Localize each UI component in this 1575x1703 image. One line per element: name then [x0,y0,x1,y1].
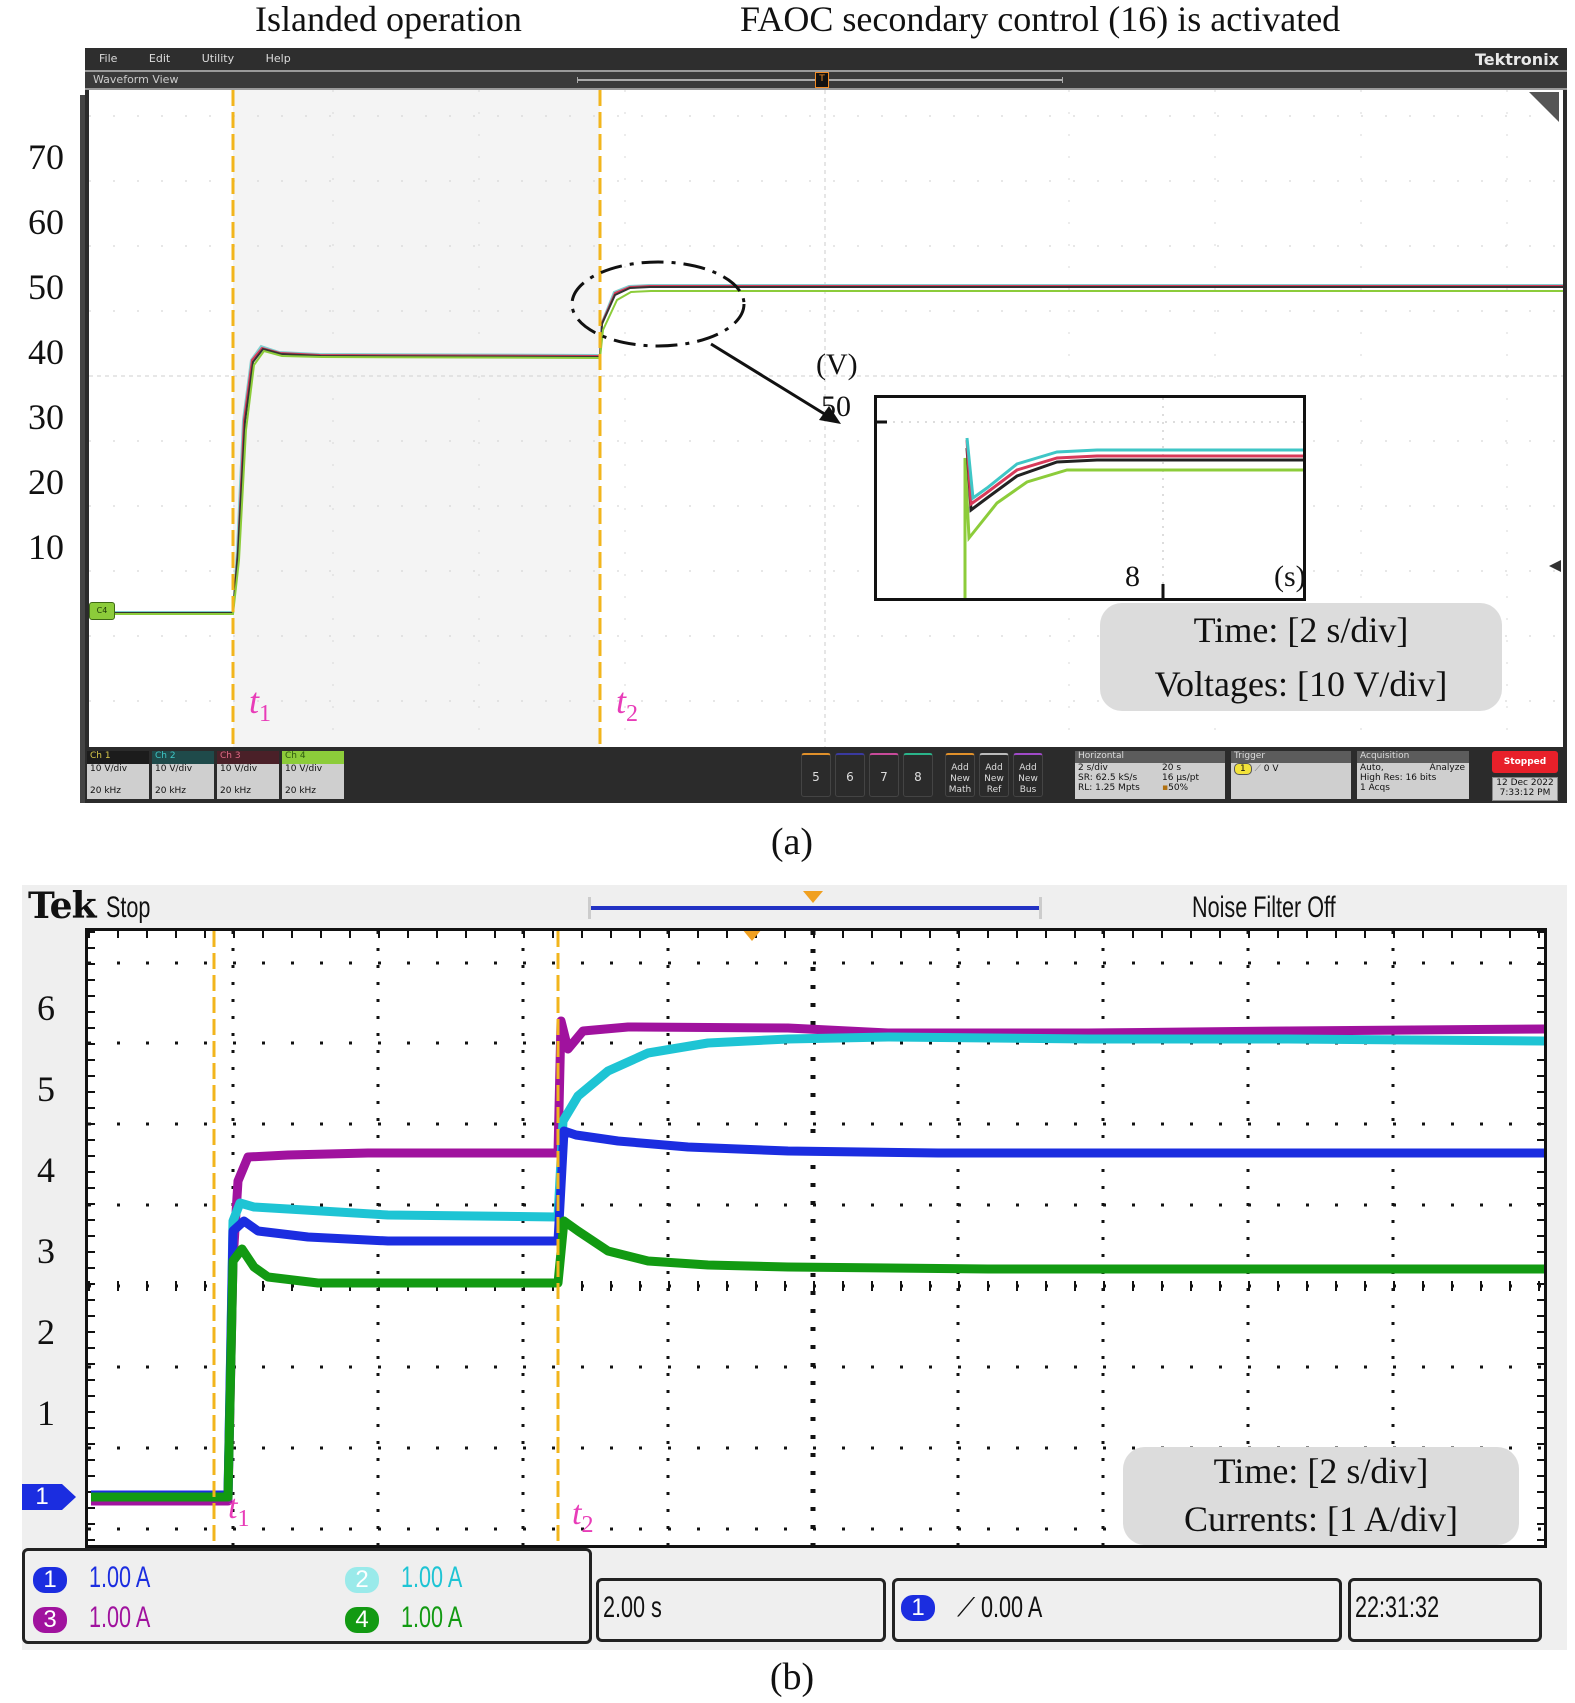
menu-utility[interactable]: Utility [201,52,235,65]
y-tick-2: 2 [37,1312,55,1352]
trigger-position-icon [803,891,823,903]
waveform-view-title: Waveform View [93,73,179,86]
y-tick-3: 3 [37,1231,55,1271]
waveform-graph-a [89,90,1563,747]
add-new-ref-button[interactable]: Add New Ref [979,753,1009,797]
inset-x-unit: (s) [1274,560,1306,593]
ch7-button[interactable]: 7 [869,753,899,797]
time-scale-text-b: Time: [2 s/div] [1213,1451,1429,1491]
ch1-ground-marker[interactable]: 1 [22,1480,76,1510]
y-tick-6: 6 [37,988,55,1028]
trigger-position-marker[interactable]: T [815,72,829,88]
waveform-plot-a: C4 t1 t2 (V) 50 8 (s) [89,90,1563,747]
waveform-plot-b: t1 t2 Time: [2 s/div] Currents: [1 A/div… [85,928,1547,1548]
waveform-graph-b [88,931,1544,1545]
ch1-scale-readout[interactable]: 1 1.00 A [33,1561,174,1595]
ch6-button[interactable]: 6 [835,753,865,797]
ch4-scale-readout[interactable]: 4 1.00 A [345,1601,486,1635]
run-stop-button[interactable]: Stopped [1492,751,1558,773]
date-time-display: 12 Dec 2022 7:33:12 PM [1492,777,1558,801]
run-state-label: Stop [106,891,151,924]
inset-x-tick-8: 8 [1125,560,1140,593]
faoc-activated-title: FAOC secondary control (16) is activated [740,0,1341,39]
time-scale-text: Time: [2 s/div] [1193,610,1409,650]
t1-marker-label: t1 [249,681,272,727]
y-tick-60: 60 [28,202,64,242]
y-tick-5: 5 [37,1069,55,1109]
ch2-scale-readout[interactable]: 2 1.00 A [345,1561,486,1595]
y-axis-line-a [80,95,85,803]
y-tick-10: 10 [28,527,64,567]
ch3-badge[interactable]: Ch 3 10 V/div 20 kHz [217,751,279,799]
trigger-level-value: 0.00 A [981,1591,1043,1624]
islanded-operation-title: Islanded operation [255,0,522,39]
ch3-scale-readout[interactable]: 3 1.00 A [33,1601,174,1635]
ch4-ground-marker[interactable]: C4 [89,602,115,620]
y-tick-1: 1 [37,1393,55,1433]
tek-logo: Tek [28,885,97,927]
scope-window-a: File Edit Utility Help Tektronix Wavefor… [85,48,1567,803]
add-new-math-button[interactable]: Add New Math [945,753,975,797]
scale-annotation-b: Time: [2 s/div] Currents: [1 A/div] [1123,1447,1519,1545]
y-tick-30: 30 [28,397,64,437]
clock-readout: 22:31:32 [1348,1578,1542,1642]
t2-marker-label: t2 [616,681,639,727]
trigger-source-badge: 1 [901,1595,935,1621]
waveform-view-bar: Waveform View T [85,70,1567,90]
y-tick-4: 4 [37,1150,55,1190]
scale-annotation-a: Time: [2 s/div] Voltages: [10 V/div] [1100,603,1502,711]
scope-window-b: Tek Stop Noise Filter Off 6 5 4 3 2 1 [22,885,1567,1650]
menu-file[interactable]: File [99,52,118,65]
channel-scales-panel: 1 1.00 A 2 1.00 A 3 1.00 A 4 1.00 A [22,1548,592,1644]
ch2-badge[interactable]: Ch 2 10 V/div 20 kHz [152,751,214,799]
acquisition-settings-box[interactable]: Acquisition Auto, Analyze High Res: 16 bi… [1357,751,1469,799]
menu-bar: File Edit Utility Help [85,48,1567,70]
y-tick-50: 50 [28,267,64,307]
menu-edit[interactable]: Edit [148,52,171,65]
timebase-readout[interactable]: 2.00 s [596,1578,886,1642]
trigger-readout[interactable]: 1 ⟋ 0.00 A [892,1578,1342,1642]
ch1-badge[interactable]: Ch 1 10 V/div 20 kHz [87,751,149,799]
ch5-button[interactable]: 5 [801,753,831,797]
t2-marker-label-b: t2 [572,1495,594,1538]
y-tick-20: 20 [28,462,64,502]
caption-b: (b) [769,1656,815,1698]
ch8-button[interactable]: 8 [903,753,933,797]
current-scale-text: Currents: [1 A/div] [1184,1499,1458,1539]
inset-zoom-plot [874,395,1306,601]
trigger-settings-box[interactable]: Trigger 1 ⟋ 0 V [1231,751,1351,799]
horizontal-settings-box[interactable]: Horizontal 2 s/div 20 s SR: 62.5 kS/s 16 µ… [1075,751,1225,799]
zoom-corner-icon[interactable] [1529,92,1559,122]
scope-bottom-bar: Ch 1 10 V/div 20 kHz Ch 2 10 V/div 20 kH… [85,747,1567,803]
voltage-scale-text: Voltages: [10 V/div] [1154,664,1448,704]
menu-help[interactable]: Help [265,52,291,65]
record-position-bar[interactable] [588,891,1042,919]
caption-a: (a) [770,821,814,863]
noise-filter-status: Noise Filter Off [1192,891,1336,924]
y-tick-70: 70 [28,137,64,177]
inset-y-unit: (V) [816,348,858,381]
inset-y-tick-50: 50 [821,390,851,423]
ch4-badge[interactable]: Ch 4 10 V/div 20 kHz [282,751,344,799]
inset-graph [877,398,1303,598]
rising-edge-icon: ⟋ [957,1593,976,1622]
t1-marker-label-b: t1 [228,1489,250,1532]
add-new-bus-button[interactable]: Add New Bus [1013,753,1043,797]
y-tick-40: 40 [28,332,64,372]
tektronix-logo: Tektronix [1474,50,1559,69]
